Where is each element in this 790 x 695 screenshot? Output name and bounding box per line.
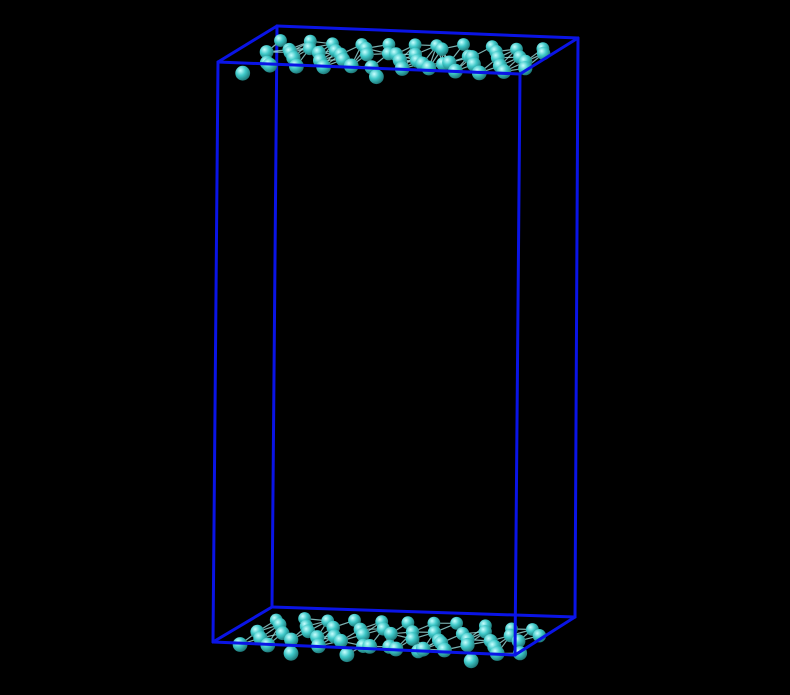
box-edge-top-back	[275, 24, 580, 40]
atom	[405, 632, 420, 646]
simulation-box-back-edges	[211, 24, 580, 644]
box-edge-bottom-left	[211, 605, 274, 644]
atom	[463, 653, 479, 669]
atom	[450, 616, 463, 630]
atom	[333, 633, 348, 649]
atom	[360, 47, 374, 62]
box-edge-front-right	[513, 72, 522, 657]
atom	[362, 639, 378, 654]
box-edge-top-right	[518, 36, 580, 76]
atom	[457, 38, 470, 51]
atom	[235, 65, 251, 81]
bottom-atom-layer	[232, 612, 547, 669]
simulation-box-front-edges	[211, 36, 580, 657]
atom	[421, 60, 437, 76]
box-edge-top-left	[216, 24, 279, 64]
box-edge-front-left	[211, 60, 220, 644]
atom	[383, 626, 398, 641]
atom	[408, 38, 422, 52]
top-atom-layer	[235, 34, 551, 85]
atom	[356, 627, 370, 642]
box-edge-back-right	[573, 36, 580, 619]
atom	[284, 632, 299, 647]
atom	[259, 45, 274, 59]
atom	[283, 645, 299, 661]
atom	[339, 647, 355, 663]
atom	[369, 69, 384, 85]
atom	[274, 34, 287, 47]
atom	[496, 64, 512, 79]
atom	[437, 642, 452, 658]
box-edge-back-left	[270, 24, 279, 609]
box-edge-bottom-front	[211, 640, 517, 657]
atom	[435, 42, 449, 56]
atom	[460, 637, 475, 653]
atom	[415, 641, 431, 657]
box-edge-bottom-back	[270, 605, 577, 619]
box-edge-bottom-right	[513, 615, 577, 657]
box-edge-top-front	[216, 60, 522, 76]
